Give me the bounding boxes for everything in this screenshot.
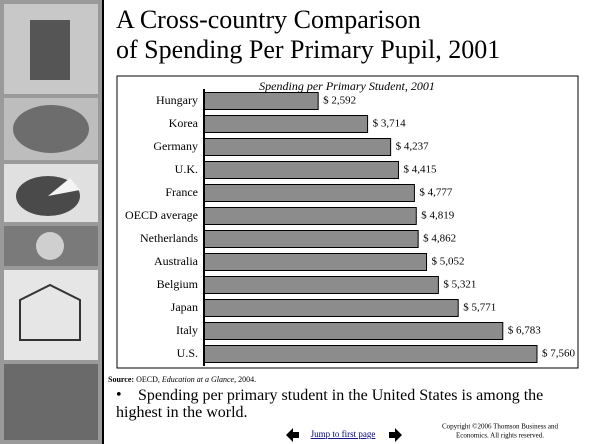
bar [203,207,417,225]
value-label: $ 4,237 [396,141,430,153]
bullet-text: Spending per primary student in the Unit… [116,387,543,421]
value-label: $ 4,862 [423,233,456,245]
strip-panel [4,364,98,440]
chart-title: Spending per Primary Student, 2001 [259,79,435,93]
strip-coin [36,232,64,260]
decor-strip [0,0,102,444]
strip-pie-slice [48,178,80,196]
bullet-line: highest in the world. [116,404,248,421]
category-label: Italy [176,323,198,337]
bar [203,299,459,317]
slide-title: of Spending Per Primary Pupil, 2001 [116,35,500,64]
category-label: OECD average [125,208,198,222]
bar [203,345,538,363]
category-label: Belgium [157,277,199,291]
nav-link[interactable]: Jump to first page [311,429,376,439]
copyright: Economics. All rights reserved. [456,432,544,440]
category-label: Korea [169,116,199,130]
bullet-marker: • [116,387,122,404]
bar [203,138,392,156]
bullet-line: Spending per primary student in the Unit… [138,387,543,404]
bar [203,322,504,340]
value-label: $ 5,771 [463,302,496,314]
category-label: Australia [154,254,199,268]
slide-title: A Cross-country Comparison [116,5,421,34]
bar [203,276,439,294]
bar [203,92,319,110]
category-label: U.K. [175,162,198,176]
strip-globe [13,105,89,153]
plot: Hungary $ 2,592 Korea $ 3,714 Germany $ 4,237… [125,89,576,366]
source: Source: OECD, Education at a Glance, 200… [108,375,256,384]
value-label: $ 6,783 [508,325,542,337]
nav-next[interactable] [389,428,402,442]
value-label: $ 4,415 [403,164,437,176]
category-label: Japan [171,300,198,314]
value-label: $ 2,592 [323,95,356,107]
bar [203,161,399,179]
value-label: $ 5,321 [443,279,476,291]
source-text: OECD, [136,375,162,384]
bar [203,230,419,248]
strip-figure [30,20,70,80]
nav-prev[interactable] [286,428,299,442]
bar [203,115,369,133]
category-label: U.S. [177,346,198,360]
value-label: $ 5,052 [432,256,465,268]
category-label: Hungary [156,93,198,107]
strip-cube [19,283,81,341]
bar [203,253,428,271]
category-label: Germany [153,139,198,153]
value-label: $ 4,777 [419,187,453,199]
value-label: $ 3,714 [373,118,407,130]
value-label: $ 7,560 [542,348,576,360]
value-label: $ 4,819 [421,210,455,222]
category-label: France [165,185,198,199]
bar [203,184,415,202]
source-label: Source: [108,375,134,384]
strip-panel [4,270,98,360]
category-label: Netherlands [140,231,198,245]
source-italic: Education at a Glance [161,375,235,384]
copyright: Copyright ©2006 Thomson Business and [442,423,559,431]
source-end: , 2004. [234,375,256,384]
